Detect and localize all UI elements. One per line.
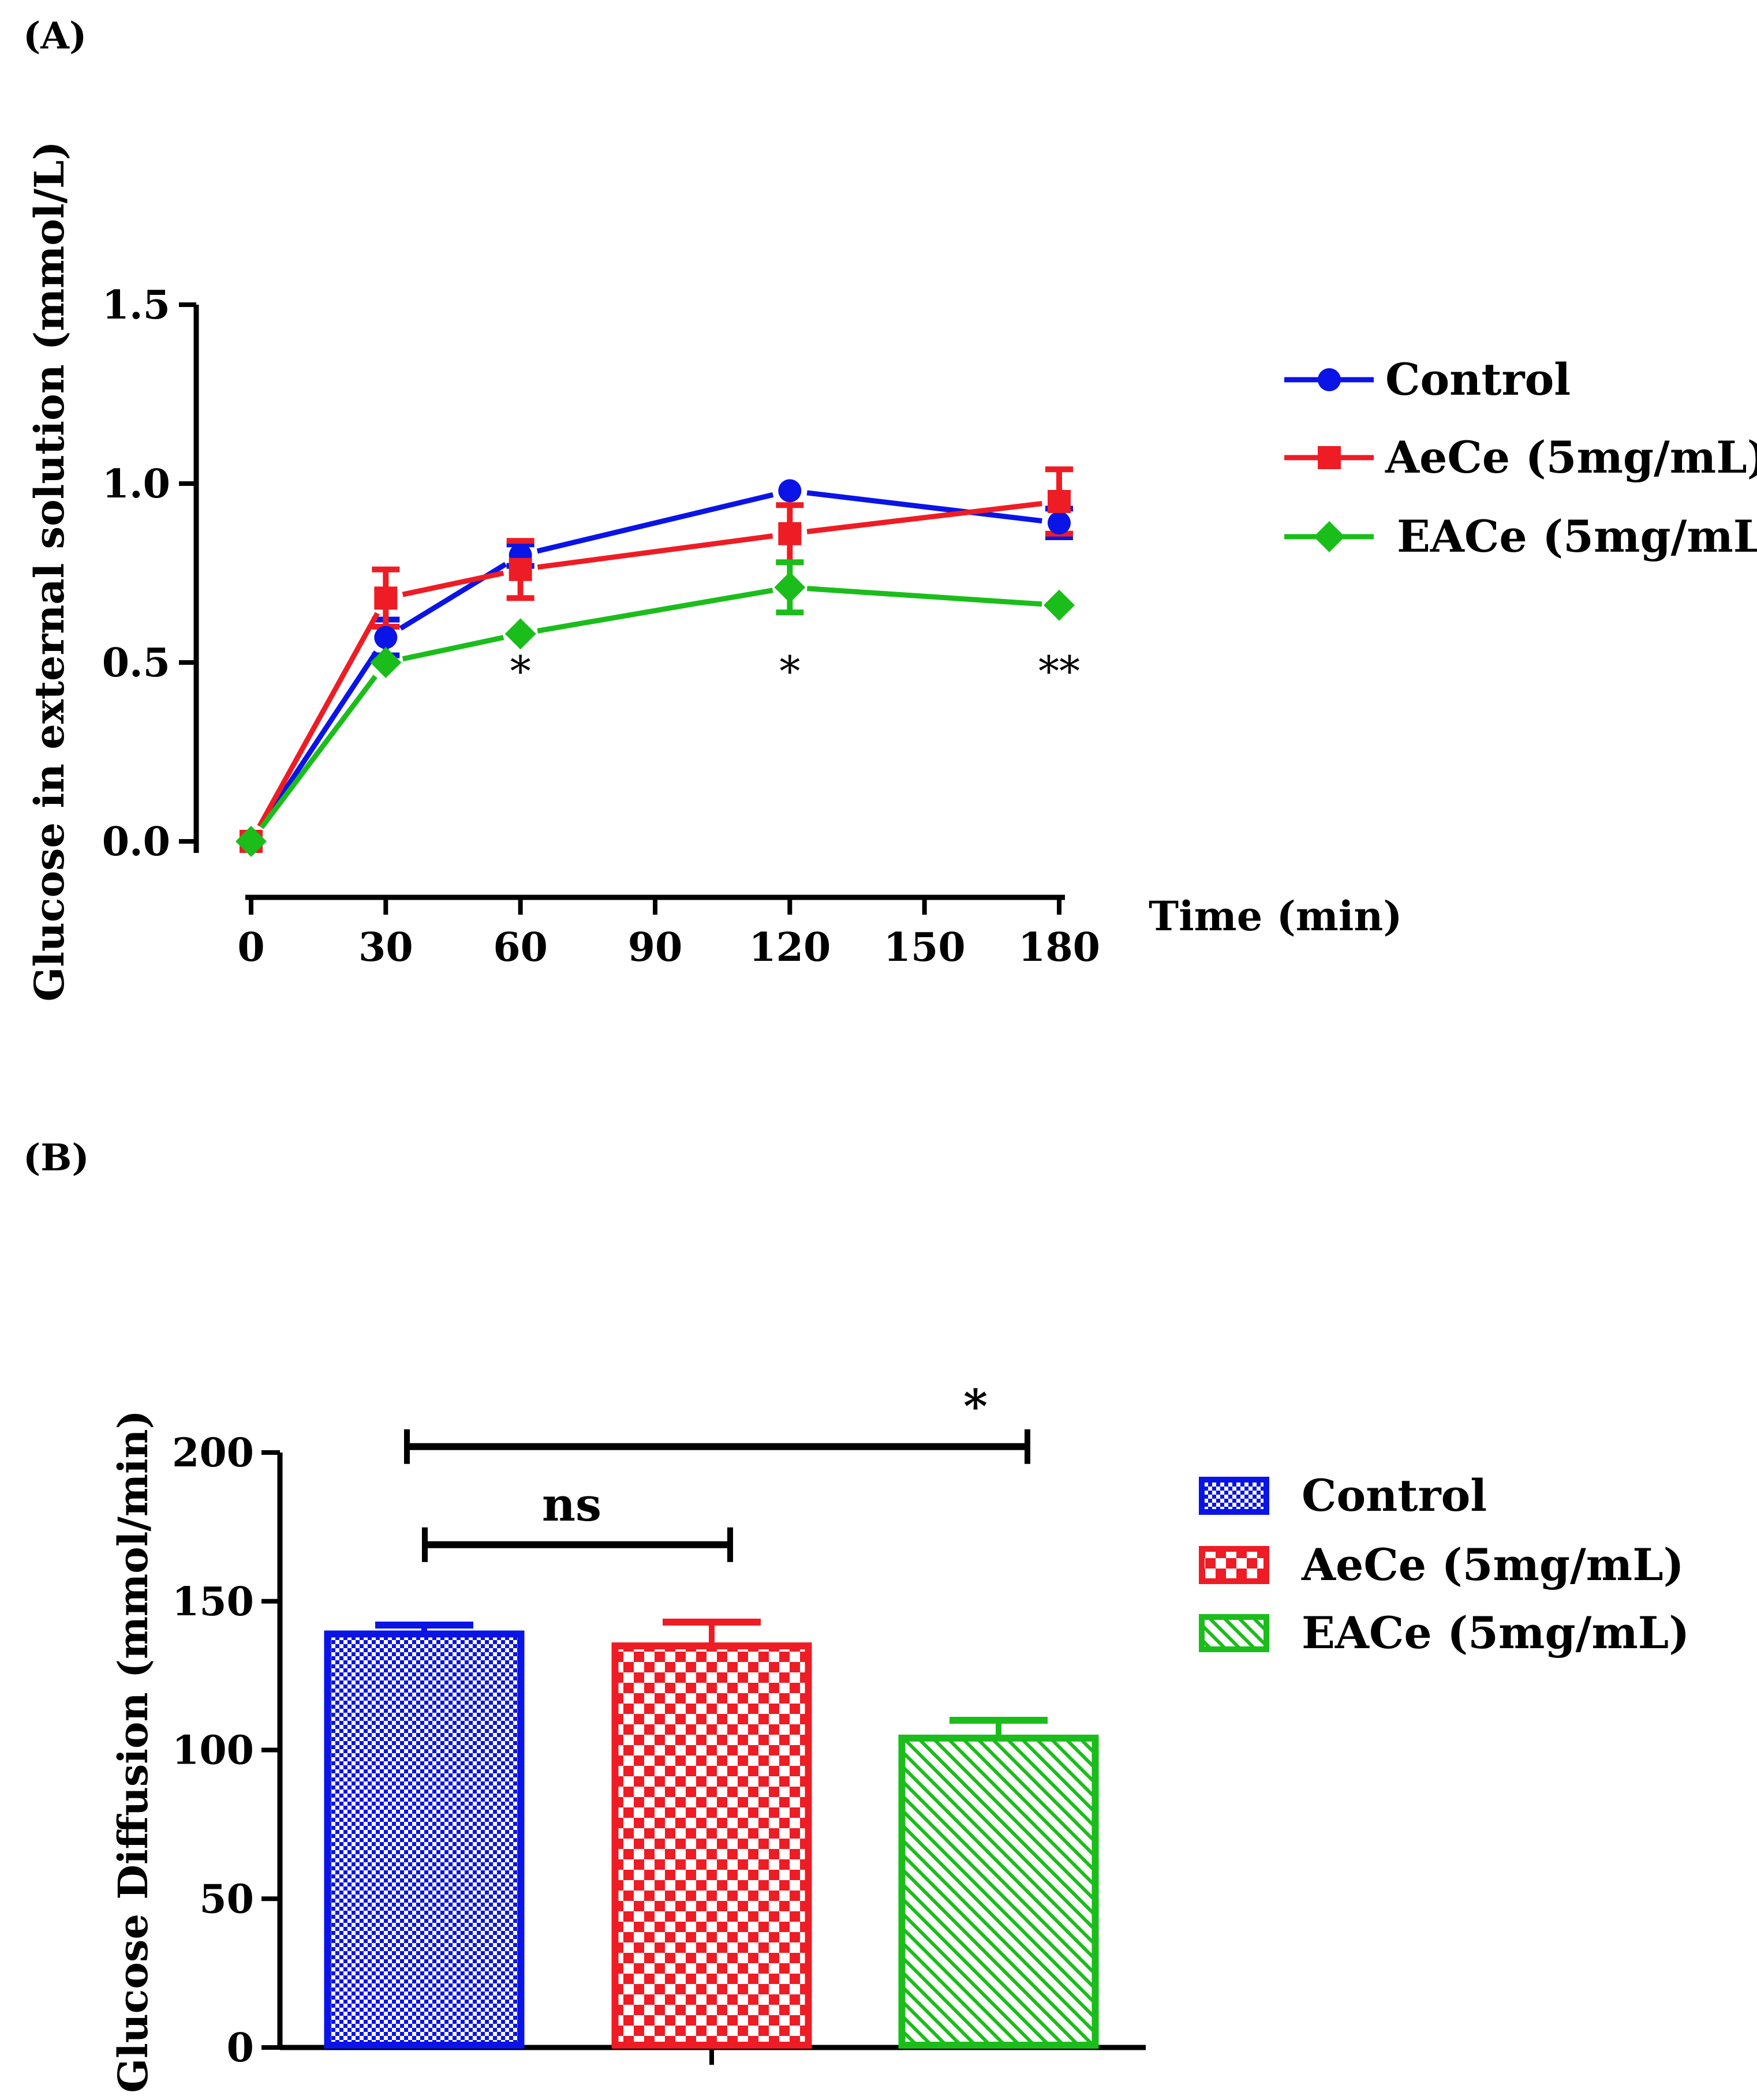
bar-aece-5mg-ml	[611, 1642, 812, 2049]
series-line-eace-5mg-ml	[402, 635, 504, 662]
legend-label: EACe (5mg/mL)	[1397, 511, 1757, 562]
legend-marker	[1318, 446, 1341, 469]
series-line-eace-5mg-ml	[537, 587, 773, 634]
significance-annotation: *	[510, 647, 531, 695]
legend-swatch	[1199, 1546, 1269, 1584]
point-eace-5mg-ml	[235, 826, 267, 857]
significance-annotation: *	[779, 647, 800, 695]
point-eace-5mg-ml	[370, 647, 402, 678]
series-line-control	[258, 650, 379, 829]
point-aece-5mg-ml	[778, 522, 802, 545]
legend-marker	[1318, 368, 1341, 391]
series-line-aece-5mg-ml	[806, 501, 1042, 534]
series-line-aece-5mg-ml	[537, 533, 773, 570]
x-tick-label: 0	[237, 924, 264, 971]
point-aece-5mg-ml	[1048, 490, 1071, 513]
panel-b-label: (B)	[23, 1136, 89, 1180]
series-line-aece-5mg-ml	[402, 570, 504, 597]
y-axis-title: Glucose Diffusion (mmol/min)	[109, 1410, 157, 2092]
panel-a-label: (A)	[23, 14, 87, 58]
legend-label: EACe (5mg/mL)	[1302, 1607, 1689, 1659]
bar-chart-b: 0 50 100 150 200 Glucose Diffusion (mmol/min)…	[109, 1379, 1689, 2093]
y-axis-title: Glucose in external solution (mmol/L)	[25, 141, 73, 1002]
point-eace-5mg-ml	[1044, 589, 1075, 621]
series-line-control	[536, 492, 774, 554]
comparison-label: ns	[542, 1477, 601, 1532]
point-eace-5mg-ml	[504, 618, 536, 650]
point-aece-5mg-ml	[509, 557, 532, 581]
y-tick-label: 50	[199, 1876, 254, 1922]
y-tick-label: 0.5	[102, 640, 170, 686]
y-tick-label: 0.0	[102, 819, 170, 865]
legend-swatch	[1199, 1614, 1269, 1652]
point-control	[1048, 511, 1071, 535]
y-tick-label: 100	[172, 1728, 254, 1774]
line-chart-a: 0.0 0.5 1.0 1.5 0 30 60 90 120 150 180 Time (min) Gl…	[25, 141, 1757, 1002]
x-tick-label: 150	[884, 924, 966, 971]
series-line-eace-5mg-ml	[806, 586, 1042, 607]
comparison-label: *	[963, 1379, 988, 1433]
legend-label: Control	[1385, 354, 1571, 405]
legend-marker	[1314, 521, 1345, 552]
bar-eace-5mg-ml	[898, 1734, 1099, 2049]
y-tick-label: 200	[172, 1430, 254, 1476]
series-line-control	[806, 490, 1042, 524]
point-aece-5mg-ml	[374, 586, 398, 610]
legend-swatch	[1199, 1477, 1269, 1515]
legend-label: AeCe (5mg/mL)	[1385, 432, 1757, 483]
x-tick-label: 90	[628, 924, 683, 971]
series-line-eace-5mg-ml	[259, 675, 377, 829]
bar-control	[324, 1630, 525, 2049]
y-tick-label: 1.0	[102, 461, 170, 507]
point-eace-5mg-ml	[774, 571, 806, 603]
x-tick-label: 120	[749, 924, 831, 971]
y-tick-label: 1.5	[102, 282, 170, 328]
y-tick-label: 150	[172, 1579, 254, 1625]
series-line-aece-5mg-ml	[257, 612, 380, 828]
x-tick-label: 60	[493, 924, 548, 971]
legend-label: AeCe (5mg/mL)	[1301, 1539, 1684, 1590]
x-tick-label: 30	[358, 924, 413, 971]
significance-annotation: **	[1038, 647, 1080, 695]
x-axis-title: Time (min)	[1149, 892, 1402, 940]
y-tick-label: 0	[227, 2025, 254, 2071]
x-tick-label: 180	[1018, 924, 1100, 971]
point-control	[778, 479, 802, 503]
point-control	[374, 626, 398, 649]
legend-label: Control	[1302, 1470, 1487, 1521]
